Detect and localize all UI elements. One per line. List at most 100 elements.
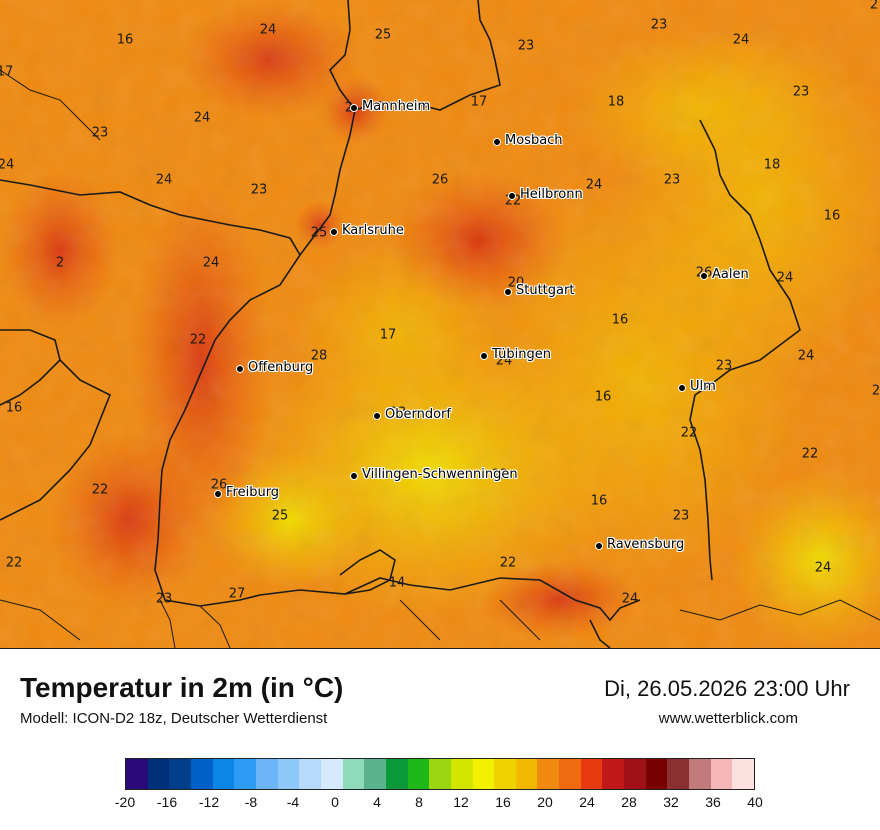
legend-swatch [342, 759, 365, 789]
legend-tick-label: -12 [198, 794, 220, 810]
temp-value: 22 [499, 555, 517, 571]
city-dot [372, 411, 381, 420]
city-label: Ravensburg [607, 537, 685, 552]
temp-value: 22 [680, 425, 698, 441]
legend-swatch [537, 759, 560, 789]
legend-swatch [450, 759, 473, 789]
legend-tick-label: 28 [621, 794, 637, 810]
temp-value: 18 [763, 157, 781, 173]
city-label: Tübingen [492, 347, 551, 362]
legend-swatch [689, 759, 711, 789]
temp-value: 23 [389, 405, 407, 421]
temp-value: 16 [116, 32, 134, 48]
city-dot [492, 137, 501, 146]
temp-value: 2 [871, 383, 880, 399]
legend-tick-label: 16 [495, 794, 511, 810]
map-background [0, 0, 880, 648]
temp-value: 16 [590, 493, 608, 509]
city-dot [594, 541, 603, 550]
legend-swatch [277, 759, 300, 789]
legend-tick-label: 40 [747, 794, 763, 810]
legend-swatch [169, 759, 191, 789]
temp-value: 24 [193, 110, 211, 126]
legend-tick-label: 24 [579, 794, 595, 810]
temp-value: 22 [801, 446, 819, 462]
legend-swatch [234, 759, 256, 789]
legend-swatch [320, 759, 343, 789]
temp-value: 2 [55, 255, 65, 271]
city-dot [349, 103, 358, 112]
temp-value: 22 [91, 482, 109, 498]
city-label: Stuttgart [516, 283, 575, 298]
legend-swatch [515, 759, 538, 789]
temp-value: 24 [259, 22, 277, 38]
legend-tick-label: 12 [453, 794, 469, 810]
temp-value: 24 [621, 591, 639, 607]
legend-swatch [494, 759, 516, 789]
legend-swatch [407, 759, 430, 789]
legend-tick-label: 20 [537, 794, 553, 810]
legend-swatch [385, 759, 408, 789]
temp-value: 23 [250, 182, 268, 198]
legend-swatch [147, 759, 170, 789]
legend-colorbar [125, 758, 755, 790]
legend-swatch [580, 759, 603, 789]
city-dot [503, 287, 512, 296]
city-dot [677, 383, 686, 392]
legend-swatch [472, 759, 495, 789]
temp-value: 17 [379, 327, 397, 343]
city-dot [349, 471, 358, 480]
temp-value: 2 [345, 101, 353, 116]
legend-swatch [255, 759, 278, 789]
temp-value: 20 [507, 275, 525, 291]
city-label: Villingen-Schwenningen [362, 467, 518, 482]
temp-value: 24 [202, 255, 220, 271]
legend-tick-label: -4 [286, 794, 300, 810]
temp-value: 24 [732, 32, 750, 48]
temp-value: 23 [91, 125, 109, 141]
city-dot [507, 191, 516, 200]
city-dot [213, 489, 222, 498]
temp-value: 24 [585, 177, 603, 193]
temp-value: 24 [776, 270, 794, 286]
temp-value: 23 [663, 172, 681, 188]
temp-value: 28 [310, 348, 328, 364]
temp-value: 18 [607, 94, 625, 110]
temp-value: 23 [155, 591, 173, 607]
temp-value: 16 [823, 208, 841, 224]
temp-value: 17 [470, 94, 488, 110]
legend-tick-label: -20 [114, 794, 136, 810]
legend-tick-label: 8 [415, 794, 423, 810]
temp-value: 16 [5, 400, 23, 416]
legend-swatch [710, 759, 733, 789]
temp-value: 26 [431, 172, 449, 188]
city-label: Oberndorf [385, 407, 451, 422]
city-label: Mosbach [505, 133, 563, 148]
temp-value: 23 [517, 38, 535, 54]
temperature-map: 16 24 25 23 23 24 17 24 23 17 18 23 24 2… [0, 0, 880, 649]
city-label: Mannheim [362, 99, 431, 114]
temp-value: 22 [5, 555, 23, 571]
city-label: Freiburg [226, 485, 280, 500]
legend-swatch [602, 759, 625, 789]
legend-tick-label: 36 [705, 794, 721, 810]
legend-tick-label: 0 [331, 794, 339, 810]
city-label: Heilbronn [520, 187, 583, 202]
city-label: Aalen [712, 267, 749, 282]
city-label: Ulm [690, 379, 716, 394]
temp-value: 24 [155, 172, 173, 188]
city-dot [235, 364, 244, 373]
legend-tick-label: -16 [156, 794, 178, 810]
legend-swatch [429, 759, 451, 789]
legend-swatch [212, 759, 235, 789]
temp-value: 24 [495, 353, 513, 369]
temp-value: 12 [491, 467, 509, 483]
legend-swatch [299, 759, 321, 789]
city-dot [479, 351, 488, 360]
legend-tick-label: 4 [373, 794, 381, 810]
legend-swatch [732, 759, 755, 789]
temp-value: 14 [388, 575, 406, 591]
temp-value: 22 [189, 332, 207, 348]
website-link[interactable]: www.wetterblick.com [658, 710, 798, 727]
city-label: Karlsruhe [342, 223, 404, 238]
